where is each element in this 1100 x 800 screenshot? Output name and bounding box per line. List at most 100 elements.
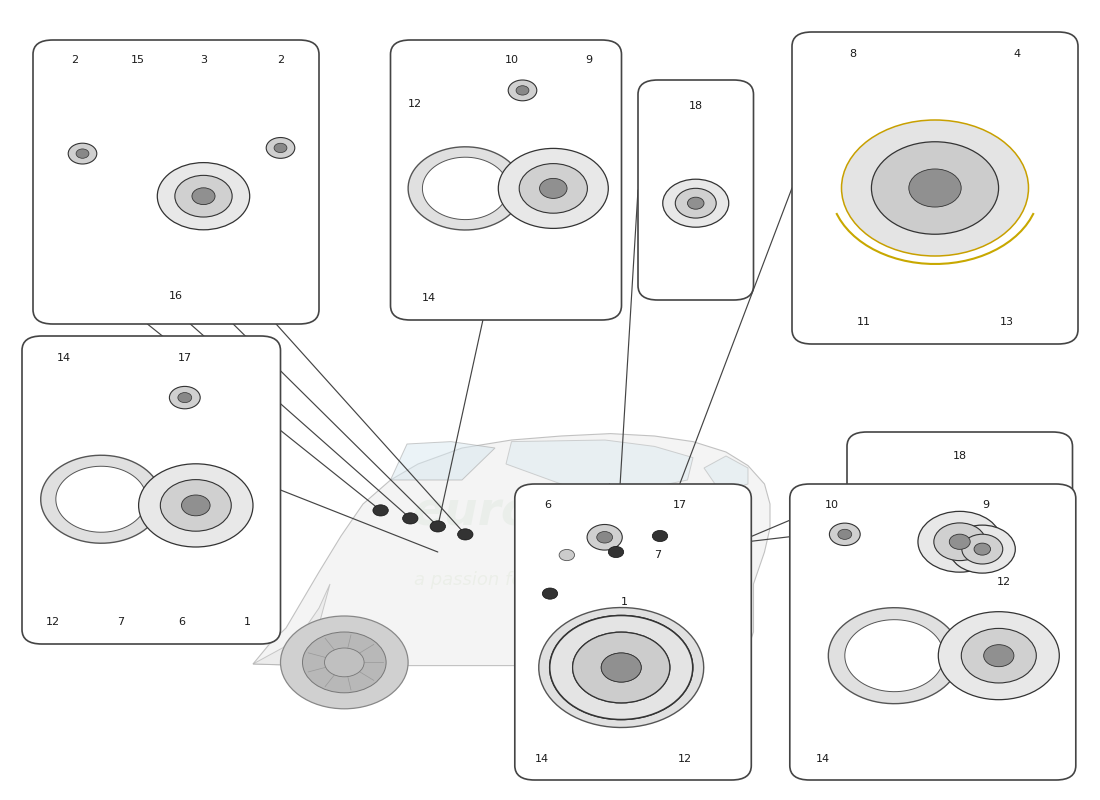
Polygon shape bbox=[560, 622, 683, 713]
Circle shape bbox=[934, 523, 986, 561]
Polygon shape bbox=[408, 147, 522, 230]
Text: 14: 14 bbox=[57, 353, 70, 362]
FancyBboxPatch shape bbox=[390, 40, 622, 320]
Circle shape bbox=[76, 149, 89, 158]
Text: 6: 6 bbox=[544, 500, 551, 510]
Circle shape bbox=[842, 120, 1028, 256]
Text: 2: 2 bbox=[72, 55, 78, 65]
Text: 9: 9 bbox=[982, 500, 989, 510]
Polygon shape bbox=[422, 158, 508, 219]
Polygon shape bbox=[253, 584, 330, 666]
Circle shape bbox=[559, 550, 574, 561]
Polygon shape bbox=[253, 434, 770, 666]
Text: 10: 10 bbox=[825, 500, 838, 510]
Circle shape bbox=[938, 612, 1059, 700]
Circle shape bbox=[675, 188, 716, 218]
Circle shape bbox=[602, 653, 641, 682]
Circle shape bbox=[550, 615, 693, 719]
Text: 1: 1 bbox=[621, 598, 628, 607]
Text: 12: 12 bbox=[408, 99, 421, 110]
FancyBboxPatch shape bbox=[790, 484, 1076, 780]
Circle shape bbox=[573, 632, 670, 703]
FancyBboxPatch shape bbox=[638, 80, 754, 300]
Text: 3: 3 bbox=[200, 55, 207, 65]
Circle shape bbox=[651, 643, 704, 682]
Circle shape bbox=[161, 480, 231, 531]
Circle shape bbox=[909, 169, 961, 207]
FancyBboxPatch shape bbox=[847, 432, 1072, 628]
FancyBboxPatch shape bbox=[33, 40, 319, 324]
Circle shape bbox=[169, 386, 200, 409]
Text: 10: 10 bbox=[505, 54, 518, 65]
Circle shape bbox=[602, 653, 641, 682]
Circle shape bbox=[983, 645, 1014, 666]
Text: 16: 16 bbox=[169, 290, 183, 301]
Text: 12: 12 bbox=[46, 618, 59, 627]
Circle shape bbox=[829, 523, 860, 546]
Circle shape bbox=[302, 632, 386, 693]
Polygon shape bbox=[41, 455, 162, 543]
Text: 7: 7 bbox=[654, 550, 661, 560]
Text: 4: 4 bbox=[1014, 49, 1021, 59]
Circle shape bbox=[949, 534, 970, 550]
Polygon shape bbox=[56, 466, 146, 532]
Circle shape bbox=[838, 530, 851, 539]
Text: 12: 12 bbox=[679, 754, 692, 764]
Circle shape bbox=[508, 80, 537, 101]
Polygon shape bbox=[828, 608, 960, 704]
Text: 18: 18 bbox=[689, 102, 703, 111]
Circle shape bbox=[961, 629, 1036, 683]
Text: 18: 18 bbox=[953, 450, 967, 461]
Polygon shape bbox=[539, 607, 704, 727]
Text: 13: 13 bbox=[1000, 317, 1013, 327]
Circle shape bbox=[975, 543, 991, 555]
Circle shape bbox=[498, 149, 608, 229]
Circle shape bbox=[597, 531, 613, 543]
Text: 14: 14 bbox=[536, 754, 549, 764]
Text: 17: 17 bbox=[673, 500, 686, 510]
Circle shape bbox=[324, 648, 364, 677]
FancyBboxPatch shape bbox=[515, 484, 751, 780]
Circle shape bbox=[542, 588, 558, 599]
Text: 15: 15 bbox=[131, 55, 144, 65]
Circle shape bbox=[458, 529, 473, 540]
FancyBboxPatch shape bbox=[22, 336, 280, 644]
Circle shape bbox=[871, 142, 999, 234]
Circle shape bbox=[403, 513, 418, 524]
Text: 12: 12 bbox=[998, 577, 1011, 586]
Circle shape bbox=[280, 616, 408, 709]
Circle shape bbox=[587, 525, 623, 550]
Text: 6: 6 bbox=[178, 618, 185, 627]
Text: eurolicens: eurolicens bbox=[412, 490, 688, 534]
Polygon shape bbox=[704, 456, 748, 492]
Circle shape bbox=[550, 615, 693, 719]
Circle shape bbox=[636, 632, 719, 693]
Circle shape bbox=[175, 175, 232, 217]
Circle shape bbox=[516, 86, 529, 95]
Circle shape bbox=[662, 179, 728, 227]
Polygon shape bbox=[845, 620, 944, 692]
Circle shape bbox=[573, 632, 670, 703]
Circle shape bbox=[333, 654, 355, 670]
Text: 2: 2 bbox=[277, 55, 284, 65]
Text: 7: 7 bbox=[118, 618, 124, 627]
Text: 9: 9 bbox=[585, 54, 592, 65]
Circle shape bbox=[178, 393, 191, 402]
Circle shape bbox=[430, 521, 446, 532]
Circle shape bbox=[614, 616, 741, 709]
Text: 14: 14 bbox=[422, 293, 436, 302]
Circle shape bbox=[68, 143, 97, 164]
Circle shape bbox=[274, 143, 287, 153]
Circle shape bbox=[608, 546, 624, 558]
Circle shape bbox=[191, 188, 216, 205]
Circle shape bbox=[539, 178, 568, 198]
Circle shape bbox=[139, 464, 253, 547]
Circle shape bbox=[918, 511, 1002, 572]
Polygon shape bbox=[390, 442, 495, 480]
Circle shape bbox=[949, 525, 1015, 573]
Circle shape bbox=[182, 495, 210, 516]
Text: 8: 8 bbox=[849, 49, 856, 59]
Text: 14: 14 bbox=[816, 754, 829, 764]
Circle shape bbox=[266, 138, 295, 158]
Circle shape bbox=[688, 198, 704, 210]
